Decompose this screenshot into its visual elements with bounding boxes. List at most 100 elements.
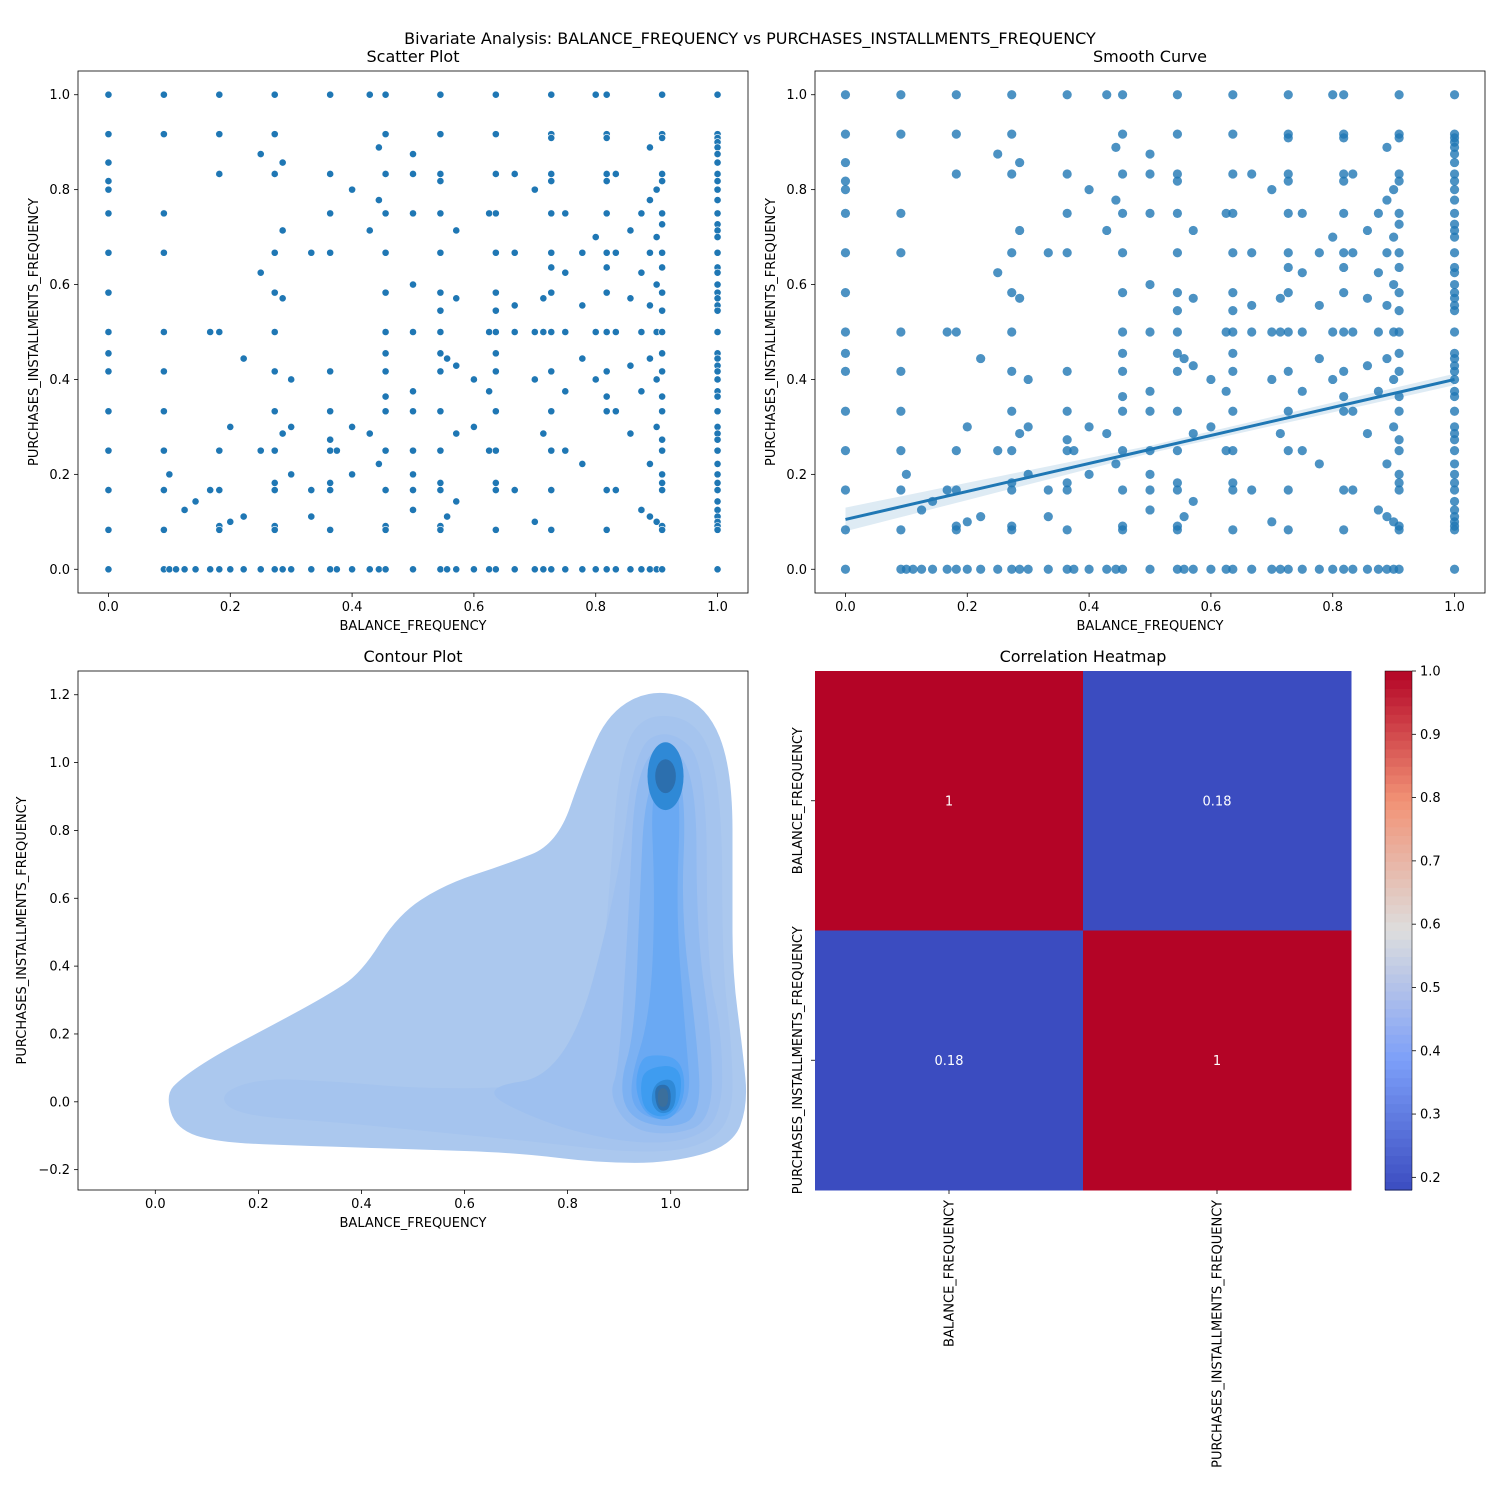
- y-tick-label: 0.2: [786, 468, 807, 483]
- data-point: [611, 170, 620, 178]
- data-point: [547, 486, 556, 494]
- data-point: [1228, 446, 1238, 456]
- data-point: [942, 485, 952, 495]
- data-point: [602, 134, 611, 142]
- data-point: [646, 143, 654, 152]
- data-point: [1394, 525, 1404, 535]
- colorbar-segment: [1385, 878, 1412, 888]
- data-point: [409, 328, 417, 336]
- colorbar-tick-label: 0.8: [1420, 791, 1441, 806]
- data-point: [326, 446, 335, 455]
- data-point: [239, 354, 248, 363]
- data-point: [1449, 446, 1460, 456]
- data-point: [962, 517, 972, 527]
- data-point: [239, 512, 248, 521]
- data-point: [602, 170, 611, 178]
- data-point: [1228, 327, 1238, 337]
- data-point: [215, 90, 224, 99]
- data-point: [896, 327, 906, 337]
- data-point: [1283, 176, 1293, 186]
- data-point: [626, 361, 635, 370]
- data-point: [713, 328, 722, 336]
- data-point: [611, 248, 620, 257]
- data-point: [381, 90, 390, 99]
- data-point: [1394, 435, 1404, 445]
- data-point: [840, 90, 851, 100]
- panel-title: Contour Plot: [363, 647, 462, 666]
- data-point: [901, 469, 911, 479]
- data-point: [1102, 564, 1112, 574]
- colorbar-segment: [1385, 826, 1412, 836]
- data-point: [713, 90, 722, 99]
- data-point: [159, 90, 168, 99]
- data-point: [1062, 90, 1072, 100]
- data-point: [713, 150, 722, 158]
- data-point: [1449, 366, 1460, 376]
- data-point: [278, 565, 287, 574]
- data-point: [491, 248, 500, 257]
- data-point: [1389, 374, 1399, 385]
- data-point: [1382, 459, 1392, 469]
- data-point: [409, 387, 417, 396]
- data-point: [1062, 208, 1072, 218]
- data-point: [561, 565, 570, 574]
- data-point: [713, 407, 722, 416]
- colorbar-tick-label: 0.6: [1420, 918, 1441, 933]
- data-point: [326, 407, 335, 416]
- data-point: [1172, 306, 1183, 316]
- data-point: [436, 486, 445, 494]
- data-point: [1449, 327, 1460, 337]
- data-point: [896, 129, 906, 139]
- data-point: [1117, 446, 1128, 456]
- data-point: [1449, 505, 1460, 515]
- colorbar-segment: [1385, 1025, 1412, 1035]
- data-point: [1111, 564, 1121, 574]
- data-point: [206, 328, 215, 336]
- data-point: [104, 349, 113, 358]
- data-point: [1172, 288, 1183, 298]
- data-point: [226, 565, 235, 574]
- data-point: [951, 327, 961, 337]
- data-point: [381, 349, 390, 358]
- scatter-points: [840, 90, 1460, 574]
- data-point: [1339, 262, 1349, 273]
- data-point: [1117, 288, 1128, 298]
- data-point: [326, 565, 335, 574]
- y-tick-label: 0.2: [49, 1027, 70, 1042]
- data-point: [652, 423, 661, 431]
- data-point: [602, 90, 611, 99]
- data-point: [896, 446, 906, 456]
- data-point: [1221, 386, 1231, 396]
- data-point: [1007, 485, 1017, 495]
- panel-title: Smooth Curve: [1093, 47, 1207, 66]
- data-point: [1283, 406, 1293, 416]
- data-point: [561, 268, 570, 277]
- data-point: [1389, 422, 1399, 432]
- data-point: [381, 328, 390, 336]
- data-point: [436, 565, 445, 574]
- density-peak: [655, 759, 676, 794]
- data-point: [840, 525, 851, 535]
- data-point: [1449, 185, 1460, 195]
- regression-line: [845, 377, 1455, 521]
- data-point: [452, 429, 461, 438]
- data-point: [365, 565, 374, 574]
- data-point: [1172, 129, 1183, 139]
- data-point: [658, 209, 667, 218]
- data-point: [840, 129, 851, 139]
- data-point: [381, 248, 390, 257]
- colorbar-tick-label: 0.3: [1420, 1108, 1441, 1123]
- data-point: [1382, 353, 1392, 364]
- colorbar-segment: [1385, 887, 1412, 897]
- data-point: [713, 460, 722, 468]
- data-point: [1172, 366, 1183, 376]
- data-point: [215, 525, 224, 534]
- data-point: [1084, 422, 1094, 432]
- data-point: [1283, 446, 1293, 456]
- data-point: [470, 423, 478, 431]
- data-point: [658, 367, 667, 376]
- data-point: [215, 130, 224, 139]
- x-tick-label: 0.6: [1201, 600, 1222, 615]
- y-tick-label: 1.0: [786, 88, 807, 103]
